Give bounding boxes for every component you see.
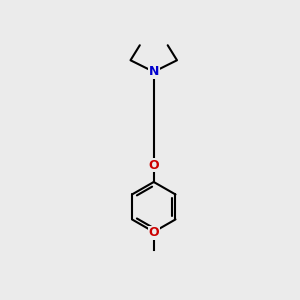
Text: O: O [148, 159, 159, 172]
Text: N: N [148, 65, 159, 78]
Text: O: O [148, 226, 159, 239]
